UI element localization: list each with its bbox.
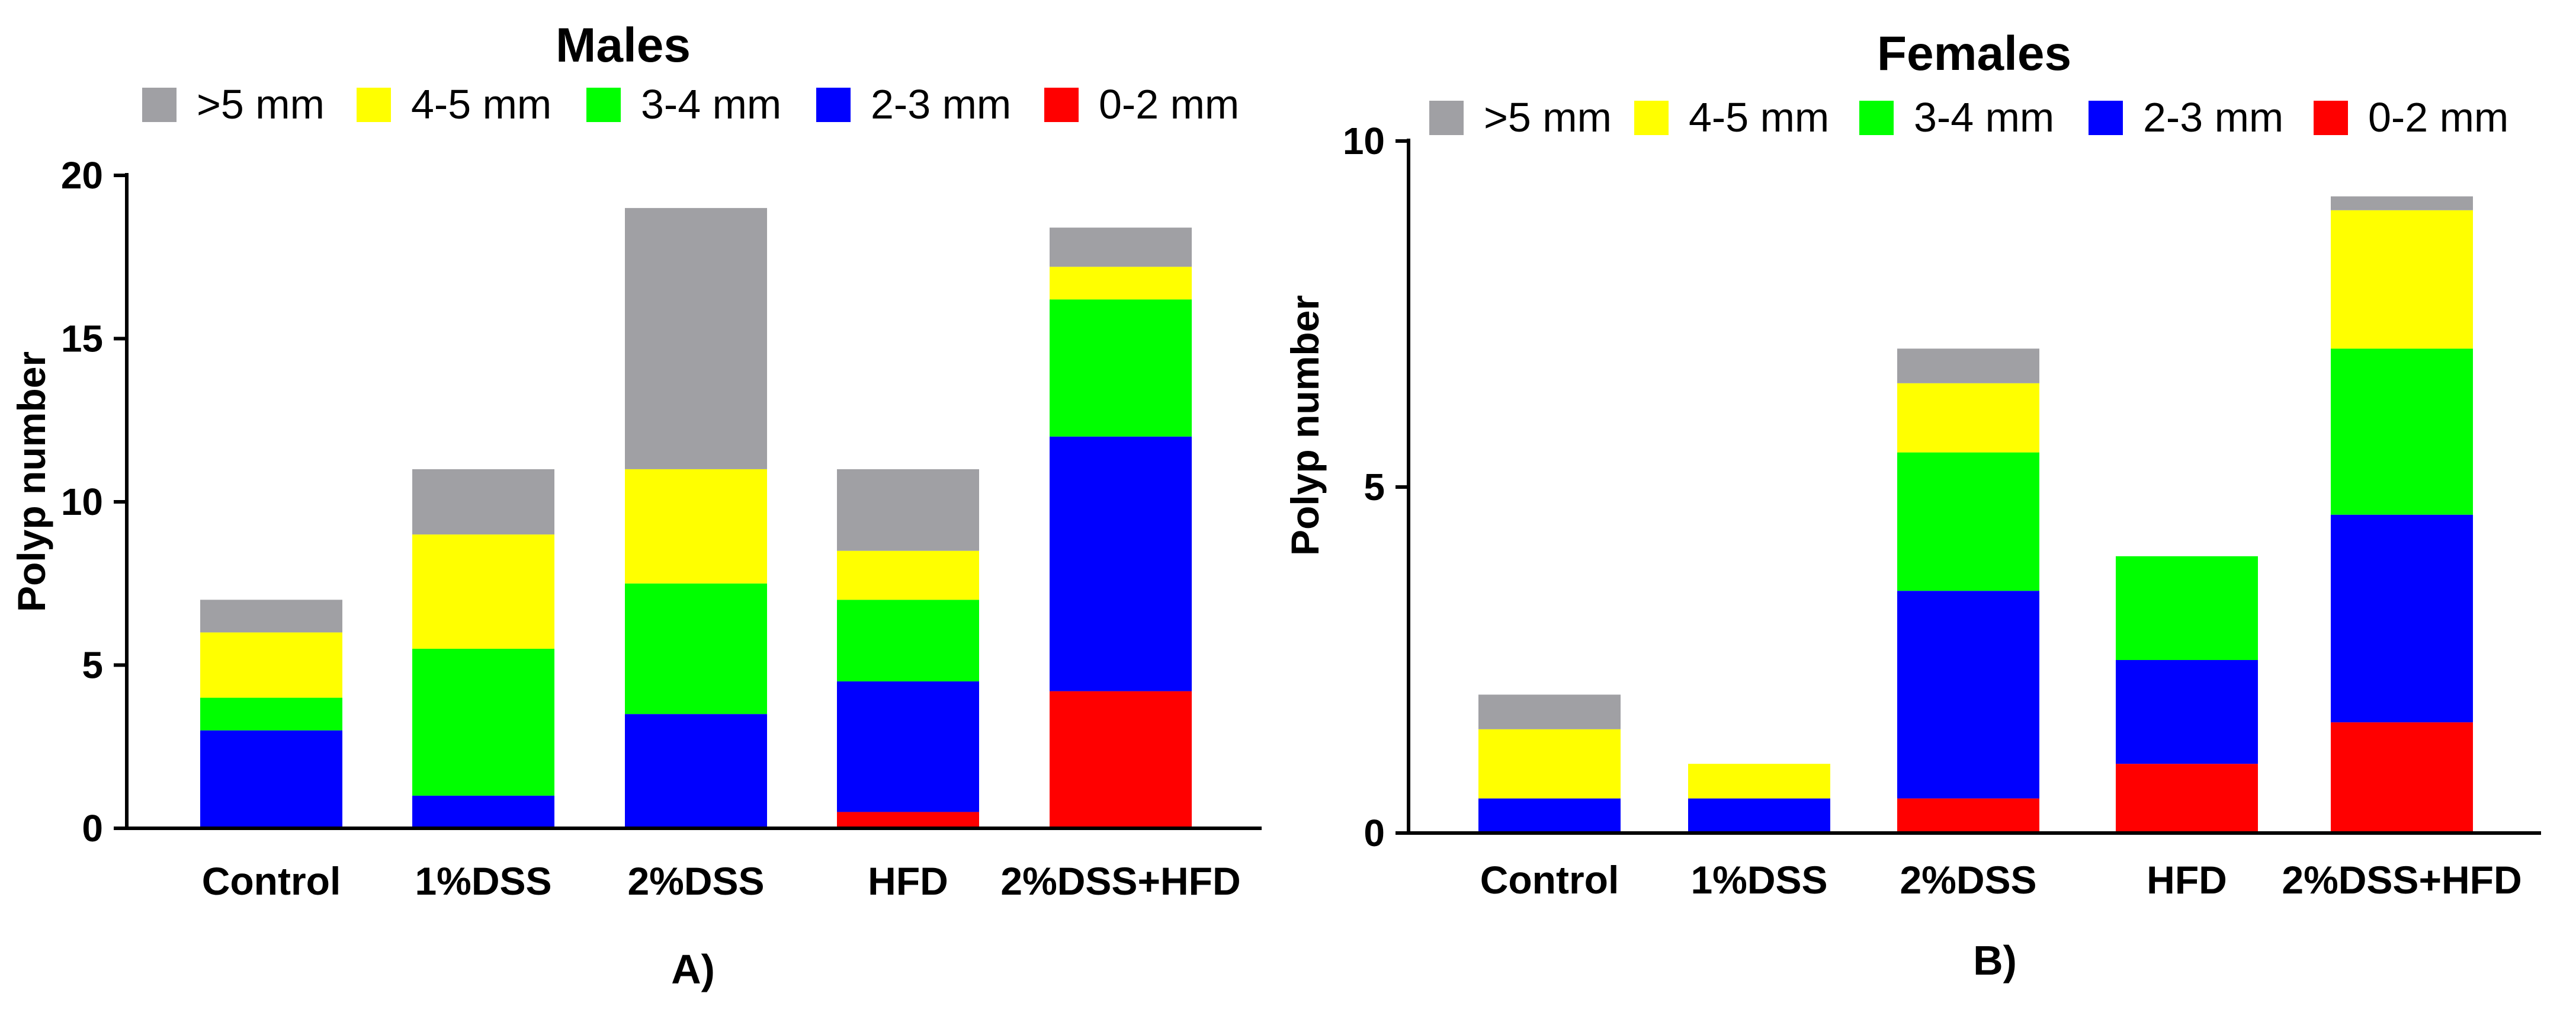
bar-segment-hfd-2-3-mm: [837, 681, 979, 812]
bar-segment-2-dss-4-5-mm: [1897, 383, 2039, 453]
bar-segment-control-3-4-mm: [200, 697, 342, 731]
bar-segment-control-4-5-mm: [200, 632, 342, 698]
bar-segment-2-dss-hfd-4-5-mm: [1050, 267, 1192, 300]
y-tick-label: 0: [1364, 812, 1385, 854]
bar-segment-2-dss-hfd-4-5-mm: [2331, 210, 2473, 349]
legend-swatch-4-5-mm: [1634, 101, 1669, 135]
legend-swatch-2-3-mm: [2089, 101, 2123, 135]
legend-swatch-4-5-mm: [357, 88, 391, 122]
legend-swatch-0-2-mm: [1044, 88, 1079, 122]
bar-segment-2-dss-hfd-5-mm: [2331, 196, 2473, 210]
y-tick-label: 10: [61, 481, 103, 523]
y-tick-label: 5: [1364, 466, 1385, 508]
bar-segment-control-2-3-mm: [200, 730, 342, 828]
bar-segment-hfd-0-2-mm: [837, 812, 979, 828]
bar-segment-2-dss-2-3-mm: [1897, 591, 2039, 799]
bar-segment-hfd-2-3-mm: [2116, 660, 2258, 764]
y-axis-label: Polyp number: [9, 351, 53, 612]
legend-label-3-4-mm: 3-4 mm: [641, 81, 781, 127]
legend-label-5-mm: >5 mm: [197, 81, 325, 127]
x-tick-label-control: Control: [202, 859, 341, 903]
legend-swatch-3-4-mm: [586, 88, 621, 122]
y-tick-label: 5: [82, 644, 103, 687]
x-tick-label-control: Control: [1480, 858, 1619, 902]
bar-segment-2-dss-hfd-0-2-mm: [1050, 691, 1192, 828]
legend-swatch-2-3-mm: [816, 88, 851, 122]
bar-segment-1-dss-5-mm: [412, 469, 554, 535]
legend-label-3-4-mm: 3-4 mm: [1914, 94, 2054, 140]
bar-segment-control-2-3-mm: [1478, 798, 1621, 833]
legend-label-2-3-mm: 2-3 mm: [2143, 94, 2283, 140]
bar-segment-2-dss-hfd-2-3-mm: [1050, 436, 1192, 691]
chart-title: Females: [1877, 27, 2071, 81]
legend-swatch-3-4-mm: [1859, 101, 1894, 135]
bar-segment-2-dss-hfd-3-4-mm: [2331, 348, 2473, 515]
bar-segment-2-dss-3-4-mm: [1897, 452, 2039, 591]
chart-panel-2: Females >5 mm 4-5 mm 3-4 mm 2-3 mm 0-2 mm 0 5 10…: [1283, 27, 2541, 984]
bar-segment-hfd-3-4-mm: [2116, 556, 2258, 660]
y-tick-label: 20: [61, 154, 103, 197]
bar-segment-hfd-5-mm: [837, 469, 979, 551]
bar-segment-hfd-4-5-mm: [837, 550, 979, 600]
chart-title: Males: [556, 18, 691, 72]
bar-segment-1-dss-2-3-mm: [1688, 798, 1830, 833]
bar-segment-1-dss-3-4-mm: [412, 648, 554, 796]
bar-segment-hfd-3-4-mm: [837, 600, 979, 682]
x-tick-label-2-dss: 2%DSS: [1900, 858, 2036, 902]
bar-segment-2-dss-hfd-5-mm: [1050, 228, 1192, 267]
bar-segment-control-4-5-mm: [1478, 729, 1621, 799]
x-tick-label-1-dss: 1%DSS: [415, 859, 551, 903]
bar-segment-2-dss-5-mm: [625, 208, 767, 469]
legend-swatch-5-mm: [1429, 101, 1464, 135]
bar-segment-2-dss-5-mm: [1897, 348, 2039, 383]
legend-label-0-2-mm: 0-2 mm: [2368, 94, 2508, 140]
x-tick-label-2-dss: 2%DSS: [627, 859, 764, 903]
bar-segment-control-5-mm: [1478, 694, 1621, 729]
legend-label-5-mm: >5 mm: [1484, 94, 1612, 140]
bar-segment-1-dss-2-3-mm: [412, 795, 554, 828]
bar-segment-2-dss-hfd-3-4-mm: [1050, 299, 1192, 437]
legend-label-0-2-mm: 0-2 mm: [1099, 81, 1239, 127]
panel-label: B): [1973, 937, 2017, 984]
bar-segment-2-dss-2-3-mm: [625, 714, 767, 828]
y-axis-label: Polyp number: [1283, 295, 1327, 556]
chart-panel-1: Males >5 mm 4-5 mm 3-4 mm 2-3 mm 0-2 mm 0 5 10 15…: [9, 18, 1262, 992]
bar-segment-hfd-0-2-mm: [2116, 764, 2258, 833]
x-tick-label-1-dss: 1%DSS: [1690, 858, 1827, 902]
panel-label: A): [671, 946, 715, 992]
legend-label-4-5-mm: 4-5 mm: [1689, 94, 1829, 140]
bar-segment-2-dss-hfd-2-3-mm: [2331, 514, 2473, 723]
legend-swatch-5-mm: [142, 88, 177, 122]
legend-label-2-3-mm: 2-3 mm: [871, 81, 1011, 127]
bar-segment-2-dss-hfd-0-2-mm: [2331, 722, 2473, 833]
x-tick-label-2-dss-hfd: 2%DSS+HFD: [2282, 858, 2522, 902]
x-tick-label-hfd: HFD: [2147, 858, 2227, 902]
legend-label-4-5-mm: 4-5 mm: [411, 81, 551, 127]
legend-swatch-0-2-mm: [2314, 101, 2348, 135]
bar-segment-2-dss-4-5-mm: [625, 469, 767, 584]
x-tick-label-hfd: HFD: [868, 859, 948, 903]
bar-segment-1-dss-4-5-mm: [1688, 764, 1830, 799]
bar-segment-2-dss-3-4-mm: [625, 583, 767, 715]
bar-segment-1-dss-4-5-mm: [412, 534, 554, 649]
y-tick-label: 15: [61, 318, 103, 360]
y-tick-label: 0: [82, 807, 103, 850]
x-tick-label-2-dss-hfd: 2%DSS+HFD: [1000, 859, 1240, 903]
y-tick-label: 10: [1343, 120, 1385, 162]
bar-segment-control-5-mm: [200, 600, 342, 633]
bar-segment-2-dss-0-2-mm: [1897, 798, 2039, 833]
